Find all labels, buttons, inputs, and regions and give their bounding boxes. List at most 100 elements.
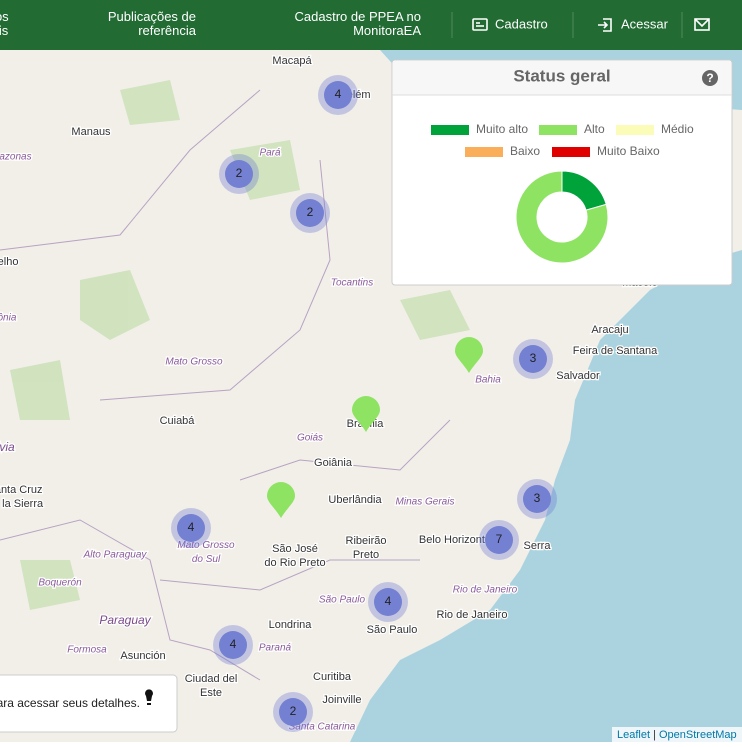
panel-title: Status geral: [513, 66, 610, 85]
map-label: Joinville: [322, 694, 361, 706]
navbar: [0, 0, 742, 50]
map-label: Manaus: [71, 126, 111, 138]
legend-label[interactable]: Médio: [661, 122, 694, 136]
cluster-count[interactable]: 3: [534, 491, 541, 505]
map-label: Santa Cruz de la Sierra: [0, 484, 44, 510]
map-label: Alto Paraguay: [83, 550, 148, 561]
map-label: Rondônia: [0, 313, 17, 324]
cluster[interactable]: [519, 345, 547, 373]
map-label: Paraguay: [99, 613, 151, 627]
map-label: São Paulo: [367, 624, 418, 636]
legend-swatch[interactable]: [465, 147, 503, 157]
map-label: Ciudad del Este: [185, 673, 238, 699]
map-label: Belo Horizonte: [419, 534, 491, 546]
map-label: Feira de Santana: [573, 345, 658, 357]
map-label: Amazonas: [0, 152, 32, 163]
cluster-count[interactable]: 4: [230, 637, 237, 651]
nav-link-line: MonitoraEA: [353, 23, 421, 38]
cluster[interactable]: [523, 485, 551, 513]
map-label-line: Este: [200, 687, 222, 699]
help-mark[interactable]: ?: [706, 71, 713, 85]
map-label: São José do Rio Preto: [264, 543, 325, 569]
map-label: Goiânia: [314, 457, 353, 469]
nav-link[interactable]: Acessar: [621, 16, 669, 31]
map-label: Serra: [524, 540, 552, 552]
cluster-count[interactable]: 2: [290, 704, 297, 718]
map-label: Pará: [259, 148, 281, 159]
legend-label[interactable]: Baixo: [510, 144, 540, 158]
legend-label[interactable]: Alto: [584, 122, 605, 136]
cluster-count[interactable]: 2: [307, 205, 314, 219]
hint-text: ara acessar seus detalhes.: [0, 696, 140, 710]
map-label: Tocantins: [331, 278, 373, 289]
cluster-count[interactable]: 4: [188, 520, 195, 534]
attribution-sep: |: [653, 729, 656, 741]
map-label: Minas Gerais: [396, 497, 455, 508]
map-label-line: São José: [272, 543, 318, 555]
ocean: [350, 250, 742, 742]
nav-link-line: Cadastro de PPEA no: [295, 9, 421, 24]
map-label: Boquerón: [38, 578, 82, 589]
map-label: Mato Grosso: [165, 357, 223, 368]
icons: [472, 18, 710, 32]
cluster[interactable]: [177, 514, 205, 542]
donut-slice[interactable]: [515, 170, 609, 264]
map-label-line: do Sul: [192, 554, 221, 565]
legend-label[interactable]: Muito Baixo: [597, 144, 660, 158]
attribution-link[interactable]: OpenStreetMap: [659, 729, 737, 741]
attribution-link[interactable]: Leaflet: [617, 729, 650, 741]
map-label-line: do Rio Preto: [264, 557, 325, 569]
map-label: Santa Catarina: [289, 722, 356, 733]
cluster[interactable]: [324, 81, 352, 109]
map-label-line: de la Sierra: [0, 498, 44, 510]
nav-link[interactable]: Publicações de referência: [108, 9, 197, 38]
map-label: Cuiabá: [160, 415, 196, 427]
map-label: Bolivia: [0, 440, 15, 454]
map-label: Curitiba: [313, 671, 352, 683]
map-label-line: Preto: [353, 549, 379, 561]
map-label-line: Ciudad del: [185, 673, 238, 685]
legend-swatch[interactable]: [616, 125, 654, 135]
cluster[interactable]: [296, 199, 324, 227]
help-icon[interactable]: [702, 70, 718, 86]
cluster-count[interactable]: 3: [530, 351, 537, 365]
legend-label[interactable]: Muito alto: [476, 122, 528, 136]
cluster[interactable]: [374, 588, 402, 616]
hint-box: [0, 674, 178, 733]
map-label: São Paulo: [319, 595, 366, 606]
map-label: Ribeirão Preto: [346, 535, 387, 561]
map-pin[interactable]: [352, 396, 380, 432]
borders: [0, 89, 451, 681]
cluster-count[interactable]: 4: [385, 594, 392, 608]
nav-link[interactable]: tosais: [0, 9, 9, 38]
cluster[interactable]: [225, 160, 253, 188]
map-label: Uberlândia: [328, 494, 382, 506]
nav-link[interactable]: Cadastro: [495, 16, 548, 31]
cluster[interactable]: [279, 698, 307, 726]
forest: [10, 80, 470, 610]
cluster[interactable]: [485, 526, 513, 554]
legend-swatch[interactable]: [552, 147, 590, 157]
map-label: Asunción: [120, 650, 165, 662]
nav-link-line: referência: [138, 23, 197, 38]
bulb-icon: [145, 689, 153, 705]
nav-link[interactable]: Cadastro de PPEA no MonitoraEA: [295, 9, 422, 38]
map-label: Rio de Janeiro: [453, 585, 518, 596]
cluster-count[interactable]: 7: [496, 532, 503, 546]
map-label: Londrina: [269, 619, 313, 631]
map-label: Paraná: [259, 643, 292, 654]
map-label: Porto Velho: [0, 256, 18, 268]
map-pin[interactable]: [267, 482, 295, 518]
cluster-count[interactable]: 2: [236, 166, 243, 180]
attribution-box: [612, 727, 742, 742]
panel-header: [393, 61, 731, 95]
map-label-line: Ribeirão: [346, 535, 387, 547]
cluster-count[interactable]: 4: [335, 87, 342, 101]
map-pin[interactable]: [455, 337, 483, 373]
map-label: Bahia: [475, 375, 501, 386]
cluster[interactable]: [219, 631, 247, 659]
map-label-line: Santa Cruz: [0, 484, 43, 496]
legend-swatch[interactable]: [431, 125, 469, 135]
legend-swatch[interactable]: [539, 125, 577, 135]
